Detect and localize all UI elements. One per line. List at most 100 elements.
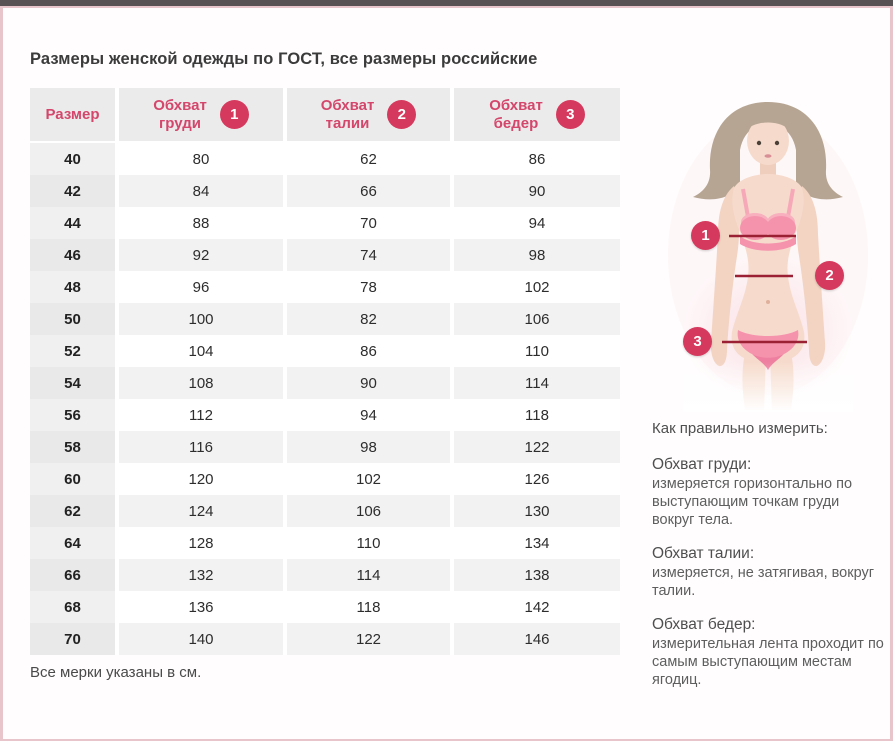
size-cell: 42: [30, 175, 115, 207]
navel: [766, 300, 770, 304]
size-cell: 40: [30, 143, 115, 175]
table-row: 60 120 102 126: [30, 463, 620, 495]
hips-cell: 118: [450, 399, 620, 431]
waist-cell: 70: [283, 207, 450, 239]
size-cell: 58: [30, 431, 115, 463]
waist-cell: 102: [283, 463, 450, 495]
waist-cell: 122: [283, 623, 450, 655]
guide-heading-hips: Обхват бедер:: [652, 615, 756, 633]
size-cell: 44: [30, 207, 115, 239]
hips-cell: 126: [450, 463, 620, 495]
chest-cell: 140: [115, 623, 283, 655]
table-row: 42 84 66 90: [30, 175, 620, 207]
hips-cell: 106: [450, 303, 620, 335]
table-row: 58 116 98 122: [30, 431, 620, 463]
guide-section-waist: Обхват талии: измеряется, не затягивая, …: [652, 545, 884, 601]
bra-band: [740, 236, 796, 251]
left-arm: [710, 186, 740, 367]
waist-cell: 118: [283, 591, 450, 623]
guide-section-hips: Обхват бедер: измерительная лента проход…: [652, 616, 884, 690]
chest-cell: 100: [115, 303, 283, 335]
hips-cell: 90: [450, 175, 620, 207]
size-cell: 54: [30, 367, 115, 399]
chest-cell: 84: [115, 175, 283, 207]
units-footnote: Все мерки указаны в см.: [30, 664, 202, 681]
chest-cell: 96: [115, 271, 283, 303]
column-header-waist: Обхват талии 2: [283, 88, 450, 143]
page-title: Размеры женской одежды по ГОСТ, все разм…: [30, 50, 538, 68]
bra-right-strap: [786, 188, 795, 218]
table-row: 66 132 114 138: [30, 559, 620, 591]
size-table-body: 40 80 62 86 42 84 66 90 44 88 70 94 46 9…: [30, 143, 620, 655]
waist-number-badge: 2: [387, 100, 417, 129]
size-cell: 60: [30, 463, 115, 495]
size-cell: 70: [30, 623, 115, 655]
chest-cell: 104: [115, 335, 283, 367]
right-arm: [796, 186, 826, 367]
size-cell: 62: [30, 495, 115, 527]
table-row: 64 128 110 134: [30, 527, 620, 559]
column-header-chest: Обхват груди 1: [115, 88, 283, 143]
waist-cell: 78: [283, 271, 450, 303]
hips-cell: 94: [450, 207, 620, 239]
hips-cell: 122: [450, 431, 620, 463]
bra-right-cup: [766, 216, 796, 240]
size-cell: 66: [30, 559, 115, 591]
column-header-hips: Обхват бедер 3: [450, 88, 620, 143]
guide-title: Как правильно измерить:: [652, 420, 828, 437]
bra-left-strap: [741, 188, 750, 218]
table-row: 68 136 118 142: [30, 591, 620, 623]
hips-cell: 138: [450, 559, 620, 591]
guide-text-waist: измеряется, не затягивая, вокруг талии.: [652, 564, 875, 599]
size-cell: 50: [30, 303, 115, 335]
left-eye: [756, 140, 762, 146]
waist-cell: 94: [283, 399, 450, 431]
column-header-waist-label: Обхват талии: [320, 96, 375, 132]
waist-cell: 114: [283, 559, 450, 591]
size-cell: 46: [30, 239, 115, 271]
hips-cell: 146: [450, 623, 620, 655]
chest-cell: 80: [115, 143, 283, 175]
hair-fringe: [746, 115, 790, 130]
size-cell: 52: [30, 335, 115, 367]
waist-cell: 90: [283, 367, 450, 399]
column-header-hips-label: Обхват бедер: [489, 96, 543, 132]
waist-cell: 74: [283, 239, 450, 271]
size-table-header: Размер Обхват груди 1 Обхват талии 2 Обхва…: [30, 88, 620, 143]
table-row: 44 88 70 94: [30, 207, 620, 239]
woman-illustration: [668, 102, 868, 412]
right-eye: [774, 140, 780, 146]
top-accent-bar: [0, 0, 893, 6]
guide-heading-waist: Обхват талии:: [652, 544, 755, 562]
table-row: 52 104 86 110: [30, 335, 620, 367]
hair: [693, 102, 843, 200]
size-cell: 56: [30, 399, 115, 431]
figure-hips-badge: 3: [683, 327, 712, 356]
table-row: 70 140 122 146: [30, 623, 620, 655]
size-cell: 68: [30, 591, 115, 623]
guide-text-chest: измеряется горизонтально по выступающим …: [652, 476, 853, 528]
measuring-guide: Как правильно измерить: Обхват груди: из…: [652, 420, 884, 705]
body-measurement-figure: 1 2 3: [658, 90, 880, 412]
chest-cell: 136: [115, 591, 283, 623]
chest-cell: 88: [115, 207, 283, 239]
chest-cell: 132: [115, 559, 283, 591]
hips-cell: 114: [450, 367, 620, 399]
table-row: 54 108 90 114: [30, 367, 620, 399]
waist-cell: 110: [283, 527, 450, 559]
table-row: 62 124 106 130: [30, 495, 620, 527]
chest-cell: 120: [115, 463, 283, 495]
size-cell: 48: [30, 271, 115, 303]
chest-cell: 116: [115, 431, 283, 463]
chest-cell: 92: [115, 239, 283, 271]
column-header-chest-label: Обхват груди: [153, 96, 207, 132]
legs-fade: [683, 362, 853, 412]
table-row: 56 112 94 118: [30, 399, 620, 431]
chest-cell: 128: [115, 527, 283, 559]
table-row: 40 80 62 86: [30, 143, 620, 175]
hips-number-badge: 3: [555, 100, 585, 129]
waist-cell: 82: [283, 303, 450, 335]
mouth: [764, 154, 772, 158]
hips-cell: 130: [450, 495, 620, 527]
chest-number-badge: 1: [219, 100, 249, 129]
